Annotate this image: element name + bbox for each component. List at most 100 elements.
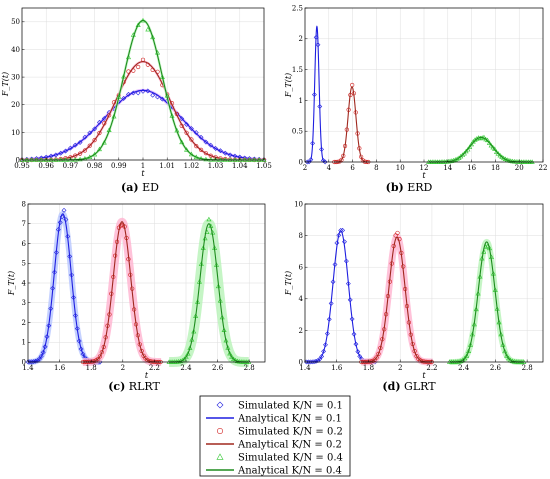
simulated-point-3 <box>468 141 474 147</box>
simulated-point-2 <box>97 354 103 359</box>
caption-glrt: (d) GLRT <box>382 380 436 393</box>
x-tick-label: 1.04 <box>232 162 248 170</box>
y-tick-label: 50 <box>11 18 20 26</box>
simulated-point-2 <box>395 230 400 236</box>
simulated-point-2 <box>350 82 355 88</box>
simulated-point-2 <box>87 143 92 148</box>
y-tick-label: 40 <box>11 46 20 54</box>
x-axis-label: t <box>141 169 145 178</box>
simulated-point-1 <box>135 90 141 96</box>
x-tick-label: 1.4 <box>299 364 311 372</box>
simulated-point-1 <box>57 220 63 225</box>
y-tick-label: 30 <box>11 73 20 81</box>
y-axis-label: F_T(t) <box>284 73 293 98</box>
simulated-point-3 <box>183 354 189 359</box>
y-axis-label: F_T(t) <box>1 72 10 97</box>
x-tick-label: 1.6 <box>331 364 343 372</box>
x-tick-label: 8 <box>374 164 378 172</box>
x-tick-label: 20 <box>515 164 524 172</box>
x-tick-label: 1.01 <box>159 162 175 170</box>
simulated-point-3 <box>488 142 494 148</box>
simulated-point-1 <box>308 157 314 163</box>
y-tick-label: 2 <box>22 319 26 327</box>
simulated-point-1 <box>101 116 107 121</box>
simulated-point-2 <box>107 113 112 118</box>
x-axis-label: t <box>422 371 426 380</box>
simulated-point-2 <box>194 144 199 149</box>
simulated-point-1 <box>36 356 42 362</box>
simulated-point-3 <box>464 353 470 358</box>
chart-ed: 0.95 0.96 0.97 0.98 0.99 1 1.01 1.02 1.03 1.04 1.0… <box>1 7 272 178</box>
simulated-point-3 <box>184 147 190 152</box>
x-tick-label: 1.02 <box>184 162 200 170</box>
simulated-point-1 <box>323 342 328 348</box>
x-tick-label: 1.4 <box>22 364 34 372</box>
x-axis-label: t <box>145 371 149 380</box>
simulated-point-1 <box>307 359 313 365</box>
simulated-point-1 <box>25 359 31 365</box>
legend-label-3: Simulated K/N = 0.2 <box>238 427 343 438</box>
x-tick-label: 2 <box>121 364 125 372</box>
analytical-curve-3 <box>449 241 524 363</box>
x-tick-label: 2.4 <box>458 364 470 372</box>
simulated-point-1 <box>305 359 311 365</box>
simulated-point-2 <box>189 137 194 142</box>
simulated-point-1 <box>27 359 33 365</box>
simulated-point-3 <box>506 355 512 361</box>
legend-box <box>199 395 351 477</box>
x-tick-label: 12 <box>420 164 429 172</box>
chart-glrt: 1.4 1.6 1.8 2 2.2 2.4 2.6 2.8 0 2 4 6 8 10 t F_T(t) <box>284 200 544 380</box>
simulated-point-2 <box>184 130 189 135</box>
simulated-point-1 <box>159 96 165 102</box>
analytical-curve-2 <box>334 86 370 163</box>
simulated-point-2 <box>82 148 88 153</box>
y-tick-label: 10 <box>294 200 303 208</box>
simulated-point-1 <box>38 353 44 359</box>
x-tick-label: 1.8 <box>363 364 374 372</box>
legend-marker-1 <box>216 401 224 409</box>
x-tick-label: 1.6 <box>54 364 66 372</box>
simulated-point-3 <box>497 152 503 158</box>
x-tick-label: 0.99 <box>111 162 127 170</box>
simulated-point-2 <box>374 355 379 360</box>
x-tick-label: 14 <box>443 164 452 172</box>
y-tick-label: 2 <box>299 35 303 43</box>
x-tick-label: 1.05 <box>256 162 272 170</box>
simulated-point-2 <box>414 353 419 359</box>
x-tick-label: 18 <box>491 164 500 172</box>
plot-frame <box>304 203 544 363</box>
x-tick-label: 1.03 <box>208 162 224 170</box>
y-tick-label: 4 <box>299 295 304 303</box>
simulated-point-3 <box>465 146 471 152</box>
caption-rlrt: (c) RLRT <box>108 380 160 393</box>
simulated-point-3 <box>135 22 141 27</box>
x-tick-label: 1 <box>141 162 145 170</box>
x-tick-label: 0.97 <box>63 162 79 170</box>
simulated-point-1 <box>40 349 46 355</box>
x-tick-label: 2.6 <box>212 364 224 372</box>
y-tick-label: 0 <box>22 358 26 366</box>
y-tick-label: 0 <box>299 358 303 366</box>
caption-ed: (a) ED <box>121 181 159 194</box>
legend-label-1: Simulated K/N = 0.1 <box>238 401 343 412</box>
y-tick-label: 10 <box>11 129 20 137</box>
legend-label-2: Analytical K/N = 0.1 <box>237 414 342 425</box>
x-tick-label: 2.4 <box>180 364 192 372</box>
chart-rlrt: 1.4 1.6 1.8 2 2.2 2.4 2.6 2.8 0 1 2 3 4 5 6 7 8 t F_T(t) <box>7 200 266 380</box>
simulated-point-1 <box>319 354 325 359</box>
x-tick-label: 6 <box>350 164 355 172</box>
simulated-point-2 <box>203 151 209 156</box>
analytical-curve-1 <box>28 213 101 363</box>
simulated-point-3 <box>145 26 151 32</box>
x-tick-label: 2.8 <box>522 364 533 372</box>
ci-band-2 <box>79 217 165 366</box>
y-tick-label: 1 <box>22 339 26 347</box>
simulated-point-3 <box>206 216 212 222</box>
x-tick-label: 4 <box>327 164 332 172</box>
y-tick-label: 1.5 <box>292 66 303 74</box>
x-tick-label: 2.2 <box>426 364 437 372</box>
simulated-point-1 <box>184 122 189 127</box>
simulated-point-1 <box>340 227 346 233</box>
y-tick-label: 3 <box>22 299 26 307</box>
simulated-point-3 <box>202 235 208 241</box>
